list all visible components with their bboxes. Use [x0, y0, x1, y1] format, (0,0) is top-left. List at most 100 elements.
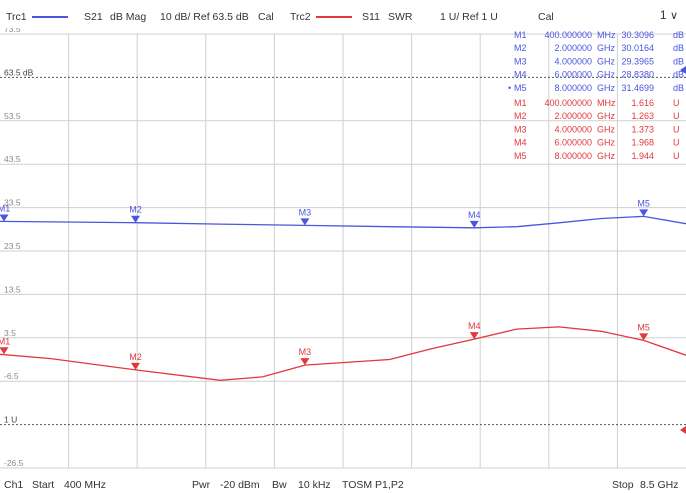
- marker-readout-name[interactable]: M2: [514, 111, 527, 121]
- marker-readout-name[interactable]: M1: [514, 30, 527, 40]
- trc2-cal: Cal: [538, 11, 554, 23]
- calibration-type: TOSM P1,P2: [342, 479, 404, 491]
- marker-readout-freq: 2.000000: [554, 43, 592, 53]
- trc1-param[interactable]: S21: [84, 11, 103, 23]
- channel-menu-toggle[interactable]: 1 ∨: [660, 8, 678, 22]
- marker-readout-unit: dB: [673, 30, 684, 40]
- marker-readout-name[interactable]: M3: [514, 124, 527, 134]
- marker-readout-unit: MHz: [597, 98, 616, 108]
- marker-triangle[interactable]: [131, 362, 141, 370]
- marker-readout-name[interactable]: M2: [514, 43, 527, 53]
- start-label: Start: [32, 479, 55, 491]
- trc2-label[interactable]: Trc2: [290, 11, 311, 23]
- marker-triangle[interactable]: [469, 332, 479, 340]
- marker-readout-name[interactable]: M5: [514, 83, 527, 93]
- marker-readout-name[interactable]: M1: [514, 98, 527, 108]
- power-value[interactable]: -20 dBm: [220, 479, 260, 491]
- y-axis-label: 63.5 dB: [4, 67, 34, 77]
- marker-readout-unit: U: [673, 124, 680, 134]
- marker-readout-unit: dB: [673, 56, 684, 66]
- y-axis-label: 33.5: [4, 198, 21, 208]
- y-axis-label: 23.5: [4, 241, 21, 251]
- marker-label[interactable]: M4: [468, 321, 481, 331]
- marker-readout-name[interactable]: M5: [514, 151, 527, 161]
- power-label: Pwr: [192, 479, 211, 491]
- marker-readout-unit: dB: [673, 43, 684, 53]
- marker-readout-freq: 8.000000: [554, 151, 592, 161]
- marker-readout-unit: GHz: [597, 56, 616, 66]
- trace-trc2-s11: [0, 326, 686, 381]
- trc1-color-swatch: [32, 16, 68, 18]
- marker-readout-name[interactable]: M3: [514, 56, 527, 66]
- marker-readout-value: 1.373: [631, 124, 654, 134]
- marker-readout-unit: MHz: [597, 30, 616, 40]
- marker-readout-unit: dB: [673, 83, 684, 93]
- marker-readout-freq: 6.000000: [554, 70, 592, 80]
- marker-readout-unit: GHz: [597, 70, 616, 80]
- trc2-color-swatch: [316, 16, 352, 18]
- y-axis-label: 53.5: [4, 111, 21, 121]
- marker-readout-unit: GHz: [597, 83, 616, 93]
- plot-area[interactable]: 73.5 63.5 dB 53.5 43.5 33.5 23.5 13.5 3.5 -6.5 1 …: [0, 24, 686, 476]
- marker-triangle[interactable]: [300, 218, 310, 226]
- marker-readout-freq: 400.000000: [544, 98, 592, 108]
- marker-label[interactable]: M2: [129, 205, 142, 215]
- marker-readout-unit: GHz: [597, 138, 616, 148]
- y-axis-label: 1 U: [4, 415, 17, 425]
- channel-menu-number: 1: [659, 8, 667, 22]
- trc1-format[interactable]: dB Mag: [110, 11, 147, 23]
- marker-readout-value: 29.3965: [621, 56, 654, 66]
- trace-header: Trc1 S21 dB Mag 10 dB/ Ref 63.5 dB Cal T…: [0, 0, 686, 26]
- marker-readout-unit: U: [673, 151, 680, 161]
- marker-readout-freq: 400.000000: [544, 30, 592, 40]
- start-value[interactable]: 400 MHz: [64, 479, 107, 491]
- trace-diagram[interactable]: 73.5 63.5 dB 53.5 43.5 33.5 23.5 13.5 3.5 -6.5 1 …: [0, 24, 686, 476]
- marker-readout-freq: 2.000000: [554, 111, 592, 121]
- channel-footer: Ch1 Start 400 MHz Pwr -20 dBm Bw 10 kHz …: [0, 476, 686, 493]
- marker-label[interactable]: M3: [299, 207, 312, 217]
- marker-triangle[interactable]: [639, 333, 649, 341]
- trc1-scale[interactable]: 10 dB/ Ref 63.5 dB: [160, 11, 249, 23]
- marker-readout-value: 30.3096: [621, 30, 654, 40]
- stop-value[interactable]: 8.5 GHz: [640, 479, 679, 491]
- marker-readout-value: 1.616: [631, 98, 654, 108]
- marker-label[interactable]: M1: [0, 336, 10, 346]
- marker-triangle[interactable]: [0, 214, 9, 222]
- y-axis-label: 3.5: [4, 328, 16, 338]
- trc2-param[interactable]: S11: [362, 11, 380, 23]
- marker-triangle[interactable]: [639, 209, 649, 217]
- marker-readout-value: 1.944: [631, 151, 654, 161]
- ref-arrow-trc2[interactable]: [680, 426, 686, 434]
- trc1-cal: Cal: [258, 11, 274, 23]
- marker-readout-unit: dB: [673, 70, 684, 80]
- marker-label[interactable]: M4: [468, 210, 481, 220]
- marker-readout-unit: GHz: [597, 151, 616, 161]
- stop-label: Stop: [612, 479, 634, 491]
- marker-label[interactable]: M2: [129, 352, 142, 362]
- channel-label[interactable]: Ch1: [4, 479, 24, 491]
- marker-label[interactable]: M5: [637, 322, 650, 332]
- marker-active-indicator: •: [508, 83, 511, 93]
- ref-arrow-trc1[interactable]: [680, 66, 686, 74]
- marker-triangle[interactable]: [0, 347, 9, 355]
- y-axis-label: 43.5: [4, 154, 21, 164]
- y-axis-label: 13.5: [4, 284, 21, 294]
- bandwidth-value[interactable]: 10 kHz: [298, 479, 331, 491]
- marker-triangle[interactable]: [131, 215, 141, 223]
- trc2-format[interactable]: SWR: [388, 11, 413, 23]
- marker-readout-freq: 6.000000: [554, 138, 592, 148]
- y-axis-label: 73.5: [4, 28, 21, 34]
- marker-triangle[interactable]: [300, 358, 310, 366]
- marker-label[interactable]: M1: [0, 203, 10, 213]
- marker-readout-value: 30.0164: [621, 43, 654, 53]
- trc1-label[interactable]: Trc1: [6, 11, 27, 23]
- marker-readout-name[interactable]: M4: [514, 138, 527, 148]
- marker-label[interactable]: M3: [299, 347, 312, 357]
- marker-readout-name[interactable]: M4: [514, 70, 527, 80]
- marker-triangle[interactable]: [469, 220, 479, 228]
- y-axis-label: -26.5: [4, 458, 24, 468]
- marker-label[interactable]: M5: [637, 198, 650, 208]
- marker-readout-unit: U: [673, 98, 680, 108]
- bandwidth-label: Bw: [272, 479, 287, 491]
- trc2-scale[interactable]: 1 U/ Ref 1 U: [440, 11, 498, 23]
